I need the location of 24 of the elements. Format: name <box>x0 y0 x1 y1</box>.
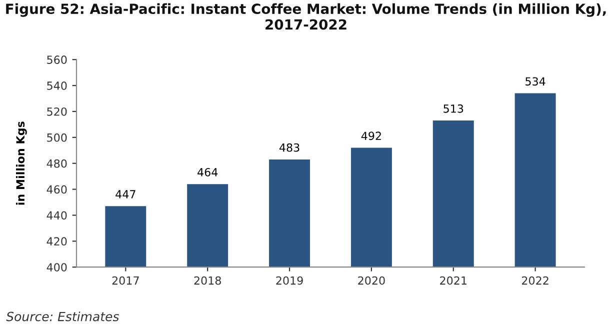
y-axis-title: in Million Kgs <box>16 122 27 205</box>
data-label: 492 <box>361 132 381 140</box>
source-note: Source: Estimates <box>6 312 119 322</box>
x-tick-label: 2021 <box>440 276 466 285</box>
chart-title: Figure 52: Asia-Pacific: Instant Coffee Market: Volume Trends (in Million Kg), 2017-2022 <box>6 3 606 30</box>
x-tick-label: 2022 <box>522 276 548 285</box>
y-tick-label: 560 <box>47 56 67 64</box>
x-tick-label: 2017 <box>112 276 139 285</box>
data-label: 464 <box>198 168 218 176</box>
y-tick-label: 440 <box>46 211 67 220</box>
data-label: 447 <box>116 190 136 198</box>
y-tick-label: 500 <box>47 133 67 142</box>
y-tick-label: 480 <box>46 159 67 168</box>
data-label: 513 <box>444 104 464 113</box>
x-tick-label: 2019 <box>276 276 303 285</box>
y-tick-label: 400 <box>46 263 67 272</box>
y-tick-label: 460 <box>46 185 67 194</box>
data-label: 483 <box>279 143 300 152</box>
data-label: 534 <box>526 77 546 86</box>
x-tick-label: 2018 <box>194 276 221 285</box>
y-tick-label: 540 <box>47 81 67 90</box>
y-tick-label: 420 <box>46 237 67 246</box>
y-tick-label: 520 <box>47 107 67 116</box>
x-tick-label: 2020 <box>358 276 385 285</box>
